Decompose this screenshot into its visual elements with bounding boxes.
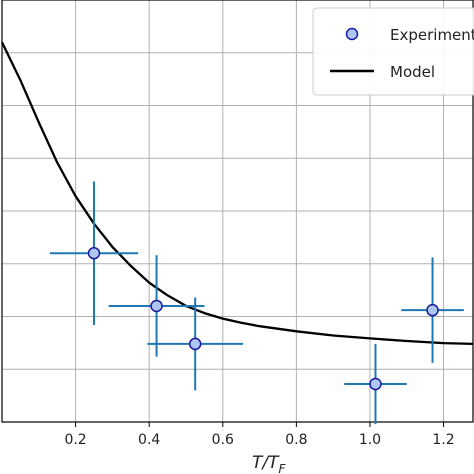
x-axis-ticks: 0.2 0.4 0.6 0.8 1.0 1.2	[64, 422, 455, 448]
marker-2	[188, 337, 202, 351]
experiment-series	[49, 181, 464, 425]
marker-0	[87, 246, 101, 260]
experiment-point-4	[401, 257, 464, 363]
x-axis-label: T/TF	[252, 453, 287, 474]
x-tick-label-2: 0.6	[212, 432, 234, 448]
experiment-point-0	[49, 181, 139, 325]
legend: Experiment Model	[312, 7, 474, 96]
legend-experiment-label: Experiment	[390, 26, 474, 44]
x-tick-label-0: 0.2	[64, 432, 86, 448]
experiment-point-1	[108, 255, 205, 357]
x-tick-label-3: 0.8	[285, 432, 307, 448]
x-tick-label-1: 0.4	[138, 432, 160, 448]
marker-4	[426, 303, 439, 317]
x-tick-label-5: 1.2	[432, 432, 454, 448]
plot-frame	[1, 0, 474, 423]
experiment-point-2	[147, 297, 244, 391]
marker-1	[150, 299, 163, 313]
x-tick-label-4: 1.0	[359, 432, 381, 448]
experiment-point-3	[344, 343, 407, 425]
legend-experiment-marker	[345, 27, 359, 41]
legend-model-label: Model	[390, 63, 435, 81]
legend-box	[312, 7, 474, 96]
marker-3	[369, 377, 382, 391]
